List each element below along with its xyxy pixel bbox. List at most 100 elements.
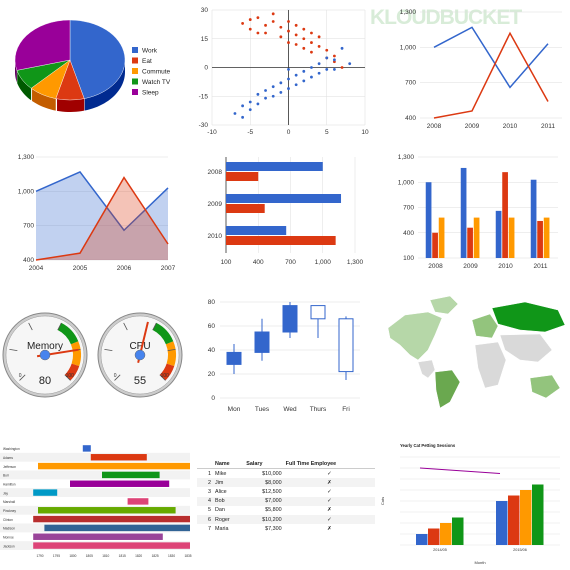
gauge-scale-min: 0 (19, 373, 22, 379)
x-tick-label: 5 (325, 129, 329, 136)
bar (495, 210, 502, 258)
scatter-point (333, 68, 336, 71)
table-row[interactable]: 1 Mike $10,000 ✓ (197, 469, 375, 479)
x-tick-label: 2010 (498, 263, 513, 270)
cell-name: Roger (213, 514, 245, 525)
gauge-green-band (57, 322, 79, 345)
candle-body (282, 305, 298, 333)
candlestick-chart: 80 60 40 20 0 Mon Tues Wed Thurs Fri (208, 299, 360, 413)
timeline-row-label: Adams (3, 456, 13, 460)
scatter-point (287, 87, 290, 90)
table-row[interactable]: 2 Jim $8,000 ✗ (197, 478, 375, 488)
scatter-point (241, 115, 244, 119)
timeline-axis-label: 1825 (152, 554, 159, 558)
pie-slice (69, 19, 126, 99)
candle-body (226, 351, 242, 365)
scatter-point (241, 104, 244, 108)
legend-label: Eat (142, 58, 152, 65)
timeline-chart: Washington Adams Jefferson Burr Hamilton Jay M… (0, 445, 192, 558)
chart-title: Yearly Cat Petting Sessions (400, 443, 456, 448)
y-axis-label: Cats (380, 497, 385, 505)
gauge-tick (57, 322, 62, 331)
bar (438, 217, 445, 258)
pie-chart-panel: Work Eat Commute Watch TV Sleep (0, 0, 190, 135)
legend-swatch (132, 78, 138, 85)
y-tick-label: 2008 (208, 169, 223, 176)
scatter-point (302, 46, 306, 50)
scatter-point (279, 91, 283, 94)
scatter-point (287, 68, 290, 71)
table-row[interactable]: 7 Maria $7,300 ✗ (197, 524, 375, 533)
cell-fulltime: ✓ (327, 470, 332, 477)
cell-salary: $10,200 (244, 514, 284, 525)
y-tick-label: 0 (204, 65, 208, 72)
timeline-row-label: Pinckney (3, 509, 16, 513)
scatter-point (233, 112, 237, 115)
cell-fulltime: ✗ (327, 507, 332, 514)
y-tick-label: 100 (403, 255, 414, 262)
timeline-bar (44, 524, 191, 532)
cell-salary: $10,000 (262, 470, 282, 477)
table-row[interactable]: 3 Alice $12,500 ✓ (197, 487, 375, 496)
cell-fulltime: ✓ (283, 514, 375, 525)
bar (226, 204, 265, 213)
gauge-value: 55 (134, 375, 146, 387)
cell-fulltime: ✗ (327, 525, 332, 532)
cell-name: Mike (215, 470, 227, 477)
table-row[interactable]: 5 Dan $5,800 ✗ (197, 506, 375, 515)
timeline-axis-label: 1815 (119, 554, 126, 558)
gauge-scale-max: 100 (161, 373, 170, 379)
scatter-point (302, 79, 306, 83)
x-tick-label: 2008 (428, 263, 443, 270)
scatter-point (287, 77, 290, 81)
gauge-green-band (152, 322, 174, 345)
bar (416, 534, 428, 545)
bar (496, 501, 508, 545)
legend-label: Sleep (142, 90, 159, 97)
cell-salary: $8,000 (244, 478, 284, 488)
gauge-panel: Memory 80 100 0 CPU 55 100 0 (0, 295, 190, 415)
scatter-point (294, 43, 298, 46)
x-tick-label: 2010 (503, 123, 518, 130)
gauge-scale-min: 0 (114, 373, 117, 379)
y-tick-label: 30 (201, 7, 209, 14)
legend-swatch (132, 89, 138, 95)
gauge-tick (114, 374, 121, 381)
scatter-point (317, 45, 321, 48)
table-row[interactable]: 6 Roger $10,200 ✓ (197, 514, 375, 525)
x-tick-label: 2011 (534, 263, 548, 270)
gauge-tick (28, 322, 33, 331)
column-header-name[interactable]: Name (213, 460, 245, 469)
legend-label: Commute (142, 69, 171, 76)
x-tick-label: Fri (342, 406, 350, 413)
column-header-fulltime[interactable]: Full Time Employee (283, 460, 375, 469)
cell-name: Alice (215, 488, 227, 495)
row-index: 2 (197, 478, 213, 488)
timeline-row-label: Madison (3, 527, 15, 531)
combo-chart-panel: Yearly Cat Petting Sessions Cats Month 2014… (375, 440, 570, 570)
scatter-point (248, 27, 252, 31)
pie-slice-side (17, 71, 32, 101)
bar (226, 194, 342, 203)
horizontal-bar-chart-panel: 100 400 700 1,000 1,300 2008 2009 2010 (190, 145, 380, 280)
scatter-point (294, 73, 298, 77)
timeline-axis-label: 1830 (168, 554, 175, 558)
timeline-row-label: Monroe (3, 536, 14, 540)
legend-label: Watch TV (142, 79, 171, 86)
legend-swatch (132, 68, 138, 74)
gauge-label: CPU (129, 341, 150, 352)
series-line (433, 26, 549, 89)
y-tick-label: 700 (23, 223, 34, 230)
scatter-point (348, 62, 352, 66)
map-region-brazil (434, 369, 461, 409)
scatter-point (271, 94, 275, 98)
scatter-point (248, 108, 252, 112)
legend-label: Work (142, 48, 158, 55)
timeline-bar (38, 507, 176, 514)
map-region-central-america (417, 359, 436, 379)
y-tick-label: -15 (199, 93, 209, 100)
table-row[interactable]: 4 Bob $7,000 ✓ (197, 496, 375, 506)
column-header-salary[interactable]: Salary (244, 460, 284, 469)
scatter-point (279, 25, 283, 29)
scatter-point (256, 31, 260, 35)
